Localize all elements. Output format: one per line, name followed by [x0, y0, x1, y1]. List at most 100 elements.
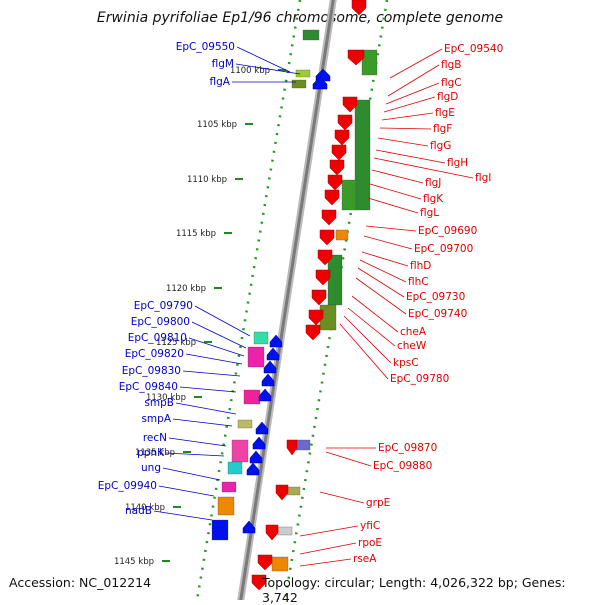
forward-gene-arrow [312, 76, 328, 90]
forward-gene-label: flgA [210, 76, 231, 88]
reverse-gene-label: flgL [420, 207, 439, 219]
reverse-label-leader [371, 169, 424, 184]
forward-label-leader [162, 467, 221, 481]
reverse-cds-box [354, 99, 371, 211]
reverse-label-leader [385, 82, 440, 105]
reverse-gene-label: flhD [410, 260, 431, 272]
reverse-gene-arrow [311, 289, 327, 306]
tick-label: 1105 kbp [197, 120, 237, 130]
forward-label-leader [175, 402, 237, 415]
reverse-gene-arrow [275, 484, 289, 501]
forward-gene-label: EpC_09940 [98, 480, 157, 492]
forward-gene-label: EpC_09550 [176, 41, 235, 53]
reverse-label-leader [299, 558, 352, 567]
reverse-label-leader [351, 295, 399, 333]
reverse-gene-arrow [257, 554, 273, 571]
forward-cds-box [237, 419, 253, 429]
reverse-label-leader [387, 64, 440, 97]
forward-gene-arrow [242, 520, 256, 534]
reverse-gene-label: flgD [437, 91, 458, 103]
forward-gene-label: smpB [144, 397, 174, 409]
gene-arrows [242, 0, 367, 591]
reverse-label-leader [339, 323, 389, 380]
reverse-gene-label: rseA [353, 553, 377, 565]
reverse-gene-label: flgF [433, 123, 452, 135]
forward-gene-arrow [246, 462, 260, 476]
forward-gene-arrow [255, 421, 269, 435]
forward-gene-arrow [269, 334, 283, 348]
forward-gene-label: EpC_09800 [131, 316, 190, 328]
reverse-gene-label: cheW [397, 340, 427, 352]
reverse-gene-arrow [315, 269, 331, 286]
reverse-gene-label: flhC [408, 276, 429, 288]
reverse-gene-arrow [286, 439, 298, 456]
tick-label: 1130 kbp [146, 393, 186, 403]
forward-label-leader [165, 452, 225, 457]
reverse-label-leader [343, 315, 392, 364]
reverse-cds-box [271, 556, 289, 572]
forward-gene-arrow [263, 360, 277, 374]
reverse-label-leader [377, 137, 429, 147]
reverse-cds-box [295, 439, 311, 451]
reverse-gene-arrow [319, 229, 335, 246]
tick-label: 1125 kbp [156, 338, 196, 348]
forward-label-leader [179, 386, 237, 393]
forward-gene-label: EpC_09820 [125, 348, 184, 360]
reverse-gene-arrow [327, 174, 343, 191]
reverse-gene-label: flgC [441, 77, 462, 89]
reverse-gene-label: EpC_09740 [408, 308, 467, 320]
reverse-gene-label: cheA [400, 326, 427, 338]
reverse-gene-label: kpsC [393, 357, 419, 369]
forward-gene-arrow [258, 388, 272, 402]
forward-cds-box [291, 79, 307, 89]
forward-label-leader [158, 485, 215, 497]
forward-cds-box [221, 481, 237, 493]
reverse-label-leader [355, 277, 407, 315]
reverse-gene-label: EpC_09730 [406, 291, 465, 303]
forward-label-leader [235, 63, 301, 75]
reverse-cds-box [361, 49, 378, 76]
forward-gene-label: ppnK [137, 447, 165, 459]
reverse-label-leader [325, 451, 372, 467]
forward-label-leader [236, 46, 291, 73]
reverse-gene-label: EpC_09870 [378, 442, 437, 454]
forward-label-leader [168, 437, 227, 447]
reverse-label-leader [375, 149, 446, 164]
reverse-gene-arrow [251, 574, 267, 591]
forward-label-leader [185, 353, 243, 365]
reverse-label-leader [365, 225, 417, 232]
forward-gene-arrow [266, 347, 280, 361]
forward-label-leader [194, 305, 251, 337]
reverse-gene-label: flgI [475, 172, 491, 184]
tick-label: 1135 kbp [135, 448, 175, 458]
reverse-label-leader [361, 251, 409, 267]
forward-gene-arrow [249, 450, 263, 464]
reverse-label-leader [299, 542, 357, 555]
backbone-line [239, 0, 335, 600]
reverse-gene-label: yfiC [360, 520, 380, 532]
label-leader-lines [153, 46, 474, 567]
reverse-gene-arrow [265, 524, 279, 541]
genome-summary-text: Topology: circular; Length: 4,026,322 bp… [262, 575, 566, 605]
reverse-gene-arrow [337, 114, 353, 131]
forward-label-leader [191, 321, 247, 349]
tick-label: 1120 kbp [166, 284, 206, 294]
reverse-gene-label: EpC_09780 [390, 373, 449, 385]
forward-label-leader [182, 370, 241, 377]
forward-gene-label: ung [141, 462, 161, 474]
reverse-label-leader [389, 48, 443, 79]
forward-label-leader [172, 418, 233, 427]
reverse-cds-box [335, 229, 349, 241]
forward-cds-box [231, 439, 249, 463]
reverse-label-leader [383, 96, 436, 113]
reverse-label-leader [369, 183, 422, 200]
reverse-gene-label: EpC_09700 [414, 243, 473, 255]
reverse-gene-arrow [334, 129, 350, 146]
reverse-gene-label: EpC_09540 [444, 43, 503, 55]
reverse-gene-arrow [331, 144, 347, 161]
reverse-label-leader [359, 259, 407, 283]
reverse-gene-label: flgK [423, 193, 444, 205]
reverse-label-leader [373, 157, 474, 179]
forward-gene-arrow [252, 436, 266, 450]
